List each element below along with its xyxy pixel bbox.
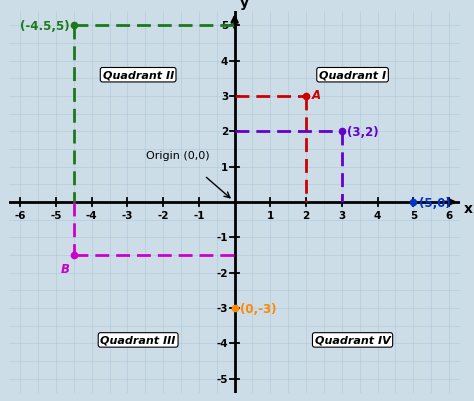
Text: Quadrant IV: Quadrant IV bbox=[315, 335, 391, 345]
Text: 2: 2 bbox=[221, 127, 228, 137]
Text: 1: 1 bbox=[267, 210, 274, 220]
Text: -4: -4 bbox=[86, 210, 98, 220]
Text: -4: -4 bbox=[217, 338, 228, 348]
Text: (3,2): (3,2) bbox=[347, 126, 379, 138]
Text: Quadrant I: Quadrant I bbox=[319, 71, 386, 81]
Text: Quadrant II: Quadrant II bbox=[102, 71, 174, 81]
Text: 5: 5 bbox=[221, 21, 228, 31]
Text: A: A bbox=[311, 89, 320, 101]
Text: B: B bbox=[61, 263, 70, 275]
Text: -3: -3 bbox=[217, 303, 228, 313]
Text: 3: 3 bbox=[221, 92, 228, 102]
Text: -2: -2 bbox=[157, 210, 169, 220]
Text: Quadrant III: Quadrant III bbox=[100, 335, 176, 345]
Text: x: x bbox=[464, 202, 473, 216]
Text: -5: -5 bbox=[217, 374, 228, 384]
Text: (-4.5,5): (-4.5,5) bbox=[20, 20, 70, 32]
Text: -6: -6 bbox=[14, 210, 26, 220]
Text: (0,-3): (0,-3) bbox=[240, 302, 276, 315]
Text: 4: 4 bbox=[374, 210, 381, 220]
Text: -2: -2 bbox=[217, 268, 228, 278]
Text: 5: 5 bbox=[410, 210, 417, 220]
Text: (5,0): (5,0) bbox=[419, 196, 450, 209]
Text: Origin (0,0): Origin (0,0) bbox=[146, 150, 209, 160]
Text: 3: 3 bbox=[338, 210, 346, 220]
Text: y: y bbox=[240, 0, 249, 10]
Text: 1: 1 bbox=[221, 162, 228, 172]
Text: -5: -5 bbox=[50, 210, 62, 220]
Text: 6: 6 bbox=[446, 210, 453, 220]
Text: 4: 4 bbox=[221, 57, 228, 67]
Text: -1: -1 bbox=[217, 233, 228, 243]
Text: -1: -1 bbox=[193, 210, 205, 220]
Text: -3: -3 bbox=[122, 210, 133, 220]
Text: 2: 2 bbox=[302, 210, 310, 220]
